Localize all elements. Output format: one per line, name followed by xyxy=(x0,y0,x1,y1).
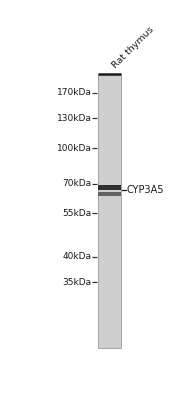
Text: 55kDa: 55kDa xyxy=(63,208,92,218)
Text: CYP3A5: CYP3A5 xyxy=(127,185,164,195)
Text: 170kDa: 170kDa xyxy=(57,88,92,97)
Bar xyxy=(98,74,122,348)
Bar xyxy=(98,185,121,190)
Text: 35kDa: 35kDa xyxy=(63,278,92,286)
Text: 40kDa: 40kDa xyxy=(63,252,92,261)
Bar xyxy=(98,192,121,196)
Text: 100kDa: 100kDa xyxy=(57,144,92,153)
Text: 70kDa: 70kDa xyxy=(63,179,92,188)
Text: Rat thymus: Rat thymus xyxy=(111,24,156,70)
Text: 130kDa: 130kDa xyxy=(57,114,92,123)
